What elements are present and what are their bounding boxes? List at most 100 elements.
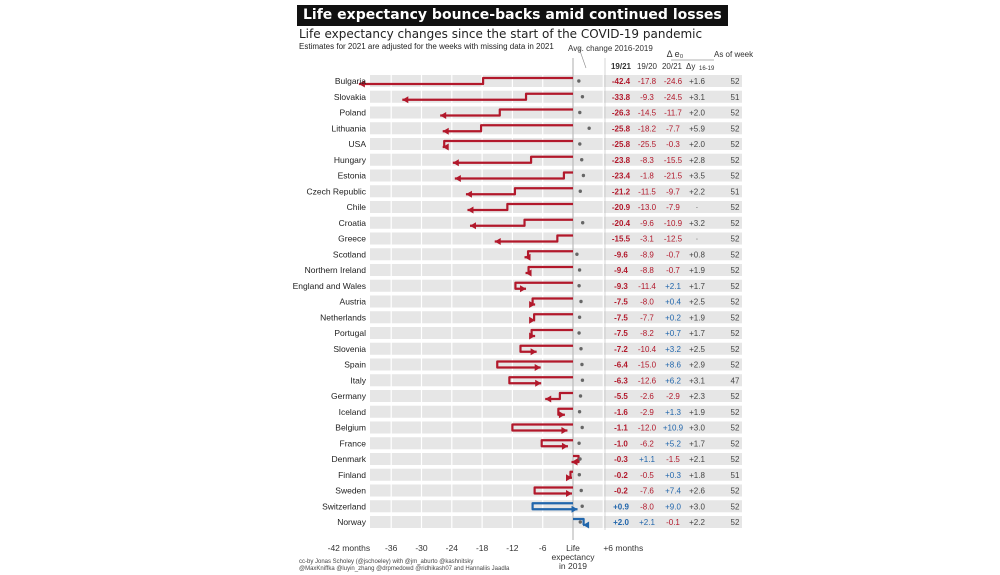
- value-cell-week: 52: [731, 109, 740, 118]
- value-cell-avg: +2.2: [689, 187, 705, 196]
- arrowhead: [565, 490, 572, 497]
- avg-change-dot: [579, 299, 583, 304]
- value-cell-d2021: +3.2: [665, 345, 681, 354]
- value-cell-d1920: -11.5: [638, 187, 656, 196]
- value-cell-avg: +3.1: [689, 376, 705, 385]
- value-cell-avg: +1.7: [689, 439, 705, 448]
- x-tick-label: Life: [566, 543, 580, 553]
- value-cell-d1921: -1.6: [614, 408, 628, 417]
- value-cell-d1921: -9.6: [614, 250, 628, 259]
- arrowhead: [358, 80, 365, 88]
- value-cell-week: 52: [731, 235, 740, 244]
- value-cell-d2021: -24.6: [664, 77, 683, 86]
- value-cell-d1920: -8.3: [640, 156, 654, 165]
- value-cell-d1920: -8.9: [640, 250, 654, 259]
- value-cell-avg: +2.3: [689, 392, 705, 401]
- trajectory-line: [508, 376, 573, 385]
- value-cell-week: 52: [731, 408, 740, 417]
- arrowhead: [440, 112, 447, 119]
- country-label: Slovenia: [333, 344, 366, 354]
- value-cell-d1920: -11.4: [638, 282, 656, 291]
- x-tick-label: -42 months: [328, 543, 371, 553]
- value-cell-week: 47: [731, 376, 740, 385]
- avg-change-dot: [575, 252, 579, 256]
- trajectory-line: [531, 502, 578, 511]
- value-cell-week: 51: [731, 471, 740, 480]
- value-cell-avg: +3.1: [689, 93, 705, 102]
- row-band: [370, 295, 742, 308]
- value-cell-avg: +2.0: [689, 140, 705, 149]
- value-cell-week: 51: [731, 93, 740, 102]
- value-cell-d2021: -10.9: [664, 219, 683, 228]
- country-label: Austria: [340, 297, 367, 307]
- value-cell-d1920: -14.5: [638, 109, 657, 118]
- arrowhead: [558, 411, 565, 419]
- value-cell-d1921: -7.5: [614, 298, 628, 307]
- value-cell-d1921: -5.5: [614, 392, 628, 401]
- value-cell-d2021: -12.5: [664, 235, 683, 244]
- value-cell-d1920: -8.0: [640, 502, 654, 511]
- value-cell-d1920: -2.6: [640, 392, 654, 401]
- value-cell-avg: +1.9: [689, 408, 705, 417]
- arrowhead: [534, 364, 541, 371]
- value-cell-d2021: +0.3: [665, 471, 681, 480]
- value-cell-avg: +1.7: [689, 282, 705, 291]
- country-label: Belgium: [335, 423, 366, 433]
- value-cell-d1921: -6.4: [614, 361, 628, 370]
- value-cell-d1921: -26.3: [612, 109, 631, 118]
- header-delta: Δ e₀: [666, 49, 684, 59]
- avg-change-dot: [581, 173, 586, 178]
- country-label: USA: [349, 139, 367, 149]
- value-cell-d2021: -7.9: [666, 203, 680, 212]
- value-cell-d2021: -0.7: [666, 266, 680, 275]
- country-label: Sweden: [335, 486, 366, 496]
- arrowhead: [545, 395, 552, 403]
- arrowhead: [571, 458, 578, 466]
- row-band: [370, 138, 742, 150]
- value-cell-d1920: -13.0: [638, 203, 657, 212]
- avg-change-dot: [580, 95, 585, 99]
- avg-change-dot: [578, 394, 583, 398]
- value-cell-d1921: -23.4: [612, 172, 631, 181]
- value-cell-avg: +0.8: [689, 250, 705, 259]
- value-cell-d1921: -15.5: [612, 235, 631, 244]
- value-cell-d1920: -8.2: [640, 329, 654, 338]
- value-cell-week: 52: [731, 77, 740, 86]
- trajectory-line: [442, 124, 573, 133]
- country-label: Switzerland: [322, 501, 366, 511]
- row-band: [370, 75, 742, 87]
- chart-note: Estimates for 2021 are adjusted for the …: [299, 42, 554, 51]
- value-cell-week: 52: [731, 124, 740, 133]
- value-cell-d1921: -23.8: [612, 156, 631, 165]
- value-cell-d2021: -15.5: [664, 156, 683, 165]
- value-cell-d1921: -1.0: [614, 439, 628, 448]
- value-cell-week: 51: [731, 187, 740, 196]
- trajectory-line: [511, 423, 573, 432]
- country-label: Netherlands: [320, 312, 366, 322]
- value-cell-week: 52: [731, 282, 740, 291]
- x-tick-label: -36: [385, 543, 398, 553]
- value-cell-avg: ·: [696, 235, 699, 244]
- x-tick-label: -6: [539, 543, 547, 553]
- row-band: [370, 484, 742, 497]
- value-cell-d1921: -20.4: [612, 219, 631, 228]
- x-tick-label: in 2019: [559, 561, 587, 571]
- country-label: Bulgaria: [335, 76, 366, 86]
- country-label: France: [340, 438, 367, 448]
- value-cell-avg: +1.9: [689, 266, 705, 275]
- value-cell-avg: +2.6: [689, 487, 705, 496]
- value-cell-d1921: -25.8: [612, 124, 631, 133]
- value-cell-week: 52: [731, 298, 740, 307]
- value-cell-d1921: -9.4: [614, 266, 628, 275]
- row-band: [370, 358, 742, 371]
- value-cell-avg: +2.9: [689, 361, 705, 370]
- avg-change-dot: [579, 488, 583, 493]
- avg-change-dot: [587, 126, 591, 130]
- value-cell-d2021: -21.5: [664, 172, 683, 181]
- country-label: Denmark: [332, 454, 367, 464]
- avg-change-dot: [577, 79, 581, 83]
- header-avg-sub: 16-19: [699, 66, 715, 72]
- value-cell-d1921: -9.3: [614, 282, 628, 291]
- row-band: [370, 516, 742, 528]
